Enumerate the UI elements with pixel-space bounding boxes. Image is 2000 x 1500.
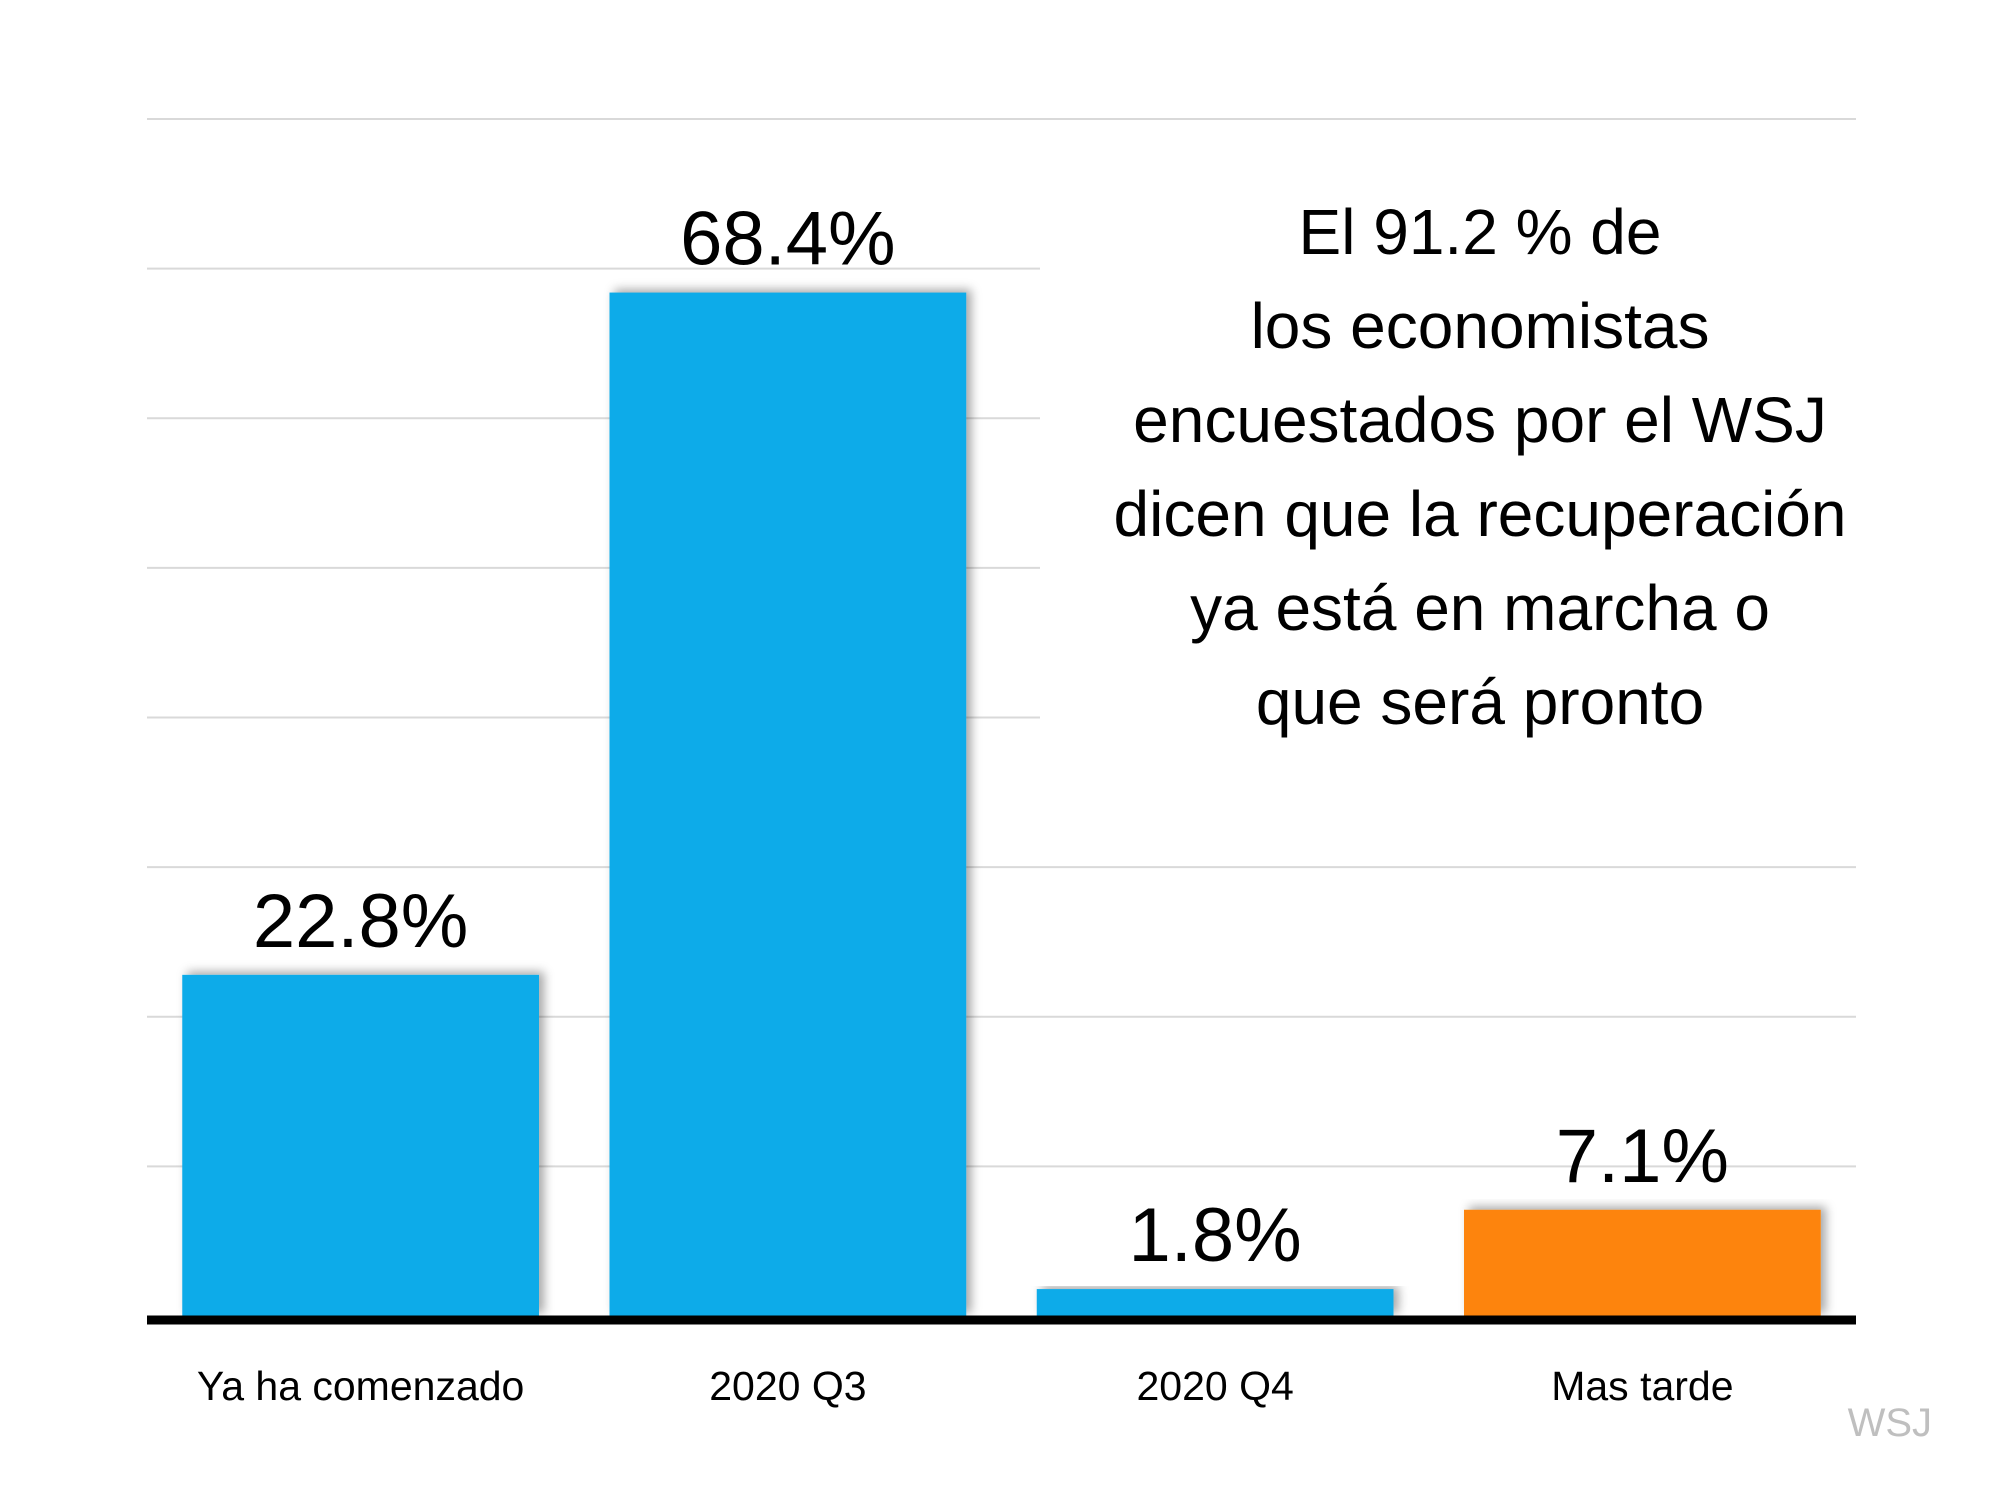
bars — [182, 292, 1821, 1316]
category-label: 2020 Q4 — [1136, 1363, 1293, 1409]
annotation-line: dicen que la recuperación — [1114, 478, 1847, 550]
source-label: WSJ — [1848, 1401, 1932, 1445]
bar — [609, 292, 967, 1316]
category-label: Ya ha comenzado — [197, 1363, 524, 1409]
category-labels: Ya ha comenzado 2020 Q3 2020 Q4 Mas tard… — [197, 1363, 1734, 1409]
annotation-line: El 91.2 % de — [1299, 196, 1662, 268]
bar — [182, 974, 540, 1316]
bar — [1036, 1289, 1394, 1316]
category-label: Mas tarde — [1551, 1363, 1733, 1409]
data-label: 1.8% — [1129, 1193, 1302, 1278]
data-label: 7.1% — [1556, 1114, 1729, 1199]
annotation-line: los economistas — [1251, 290, 1710, 362]
bar — [1463, 1209, 1821, 1316]
annotation-background — [1040, 200, 1870, 780]
annotation-text: El 91.2 % de los economistas encuestados… — [1114, 196, 1847, 738]
annotation-line: encuestados por el WSJ — [1133, 384, 1827, 456]
category-label: 2020 Q3 — [709, 1363, 866, 1409]
data-labels: 22.8% 68.4% 1.8% 7.1% — [253, 197, 1729, 1279]
annotation-line: ya está en marcha o — [1190, 572, 1770, 644]
annotation-line: que será pronto — [1256, 666, 1704, 738]
data-label: 68.4% — [680, 197, 896, 282]
data-label: 22.8% — [253, 879, 469, 964]
